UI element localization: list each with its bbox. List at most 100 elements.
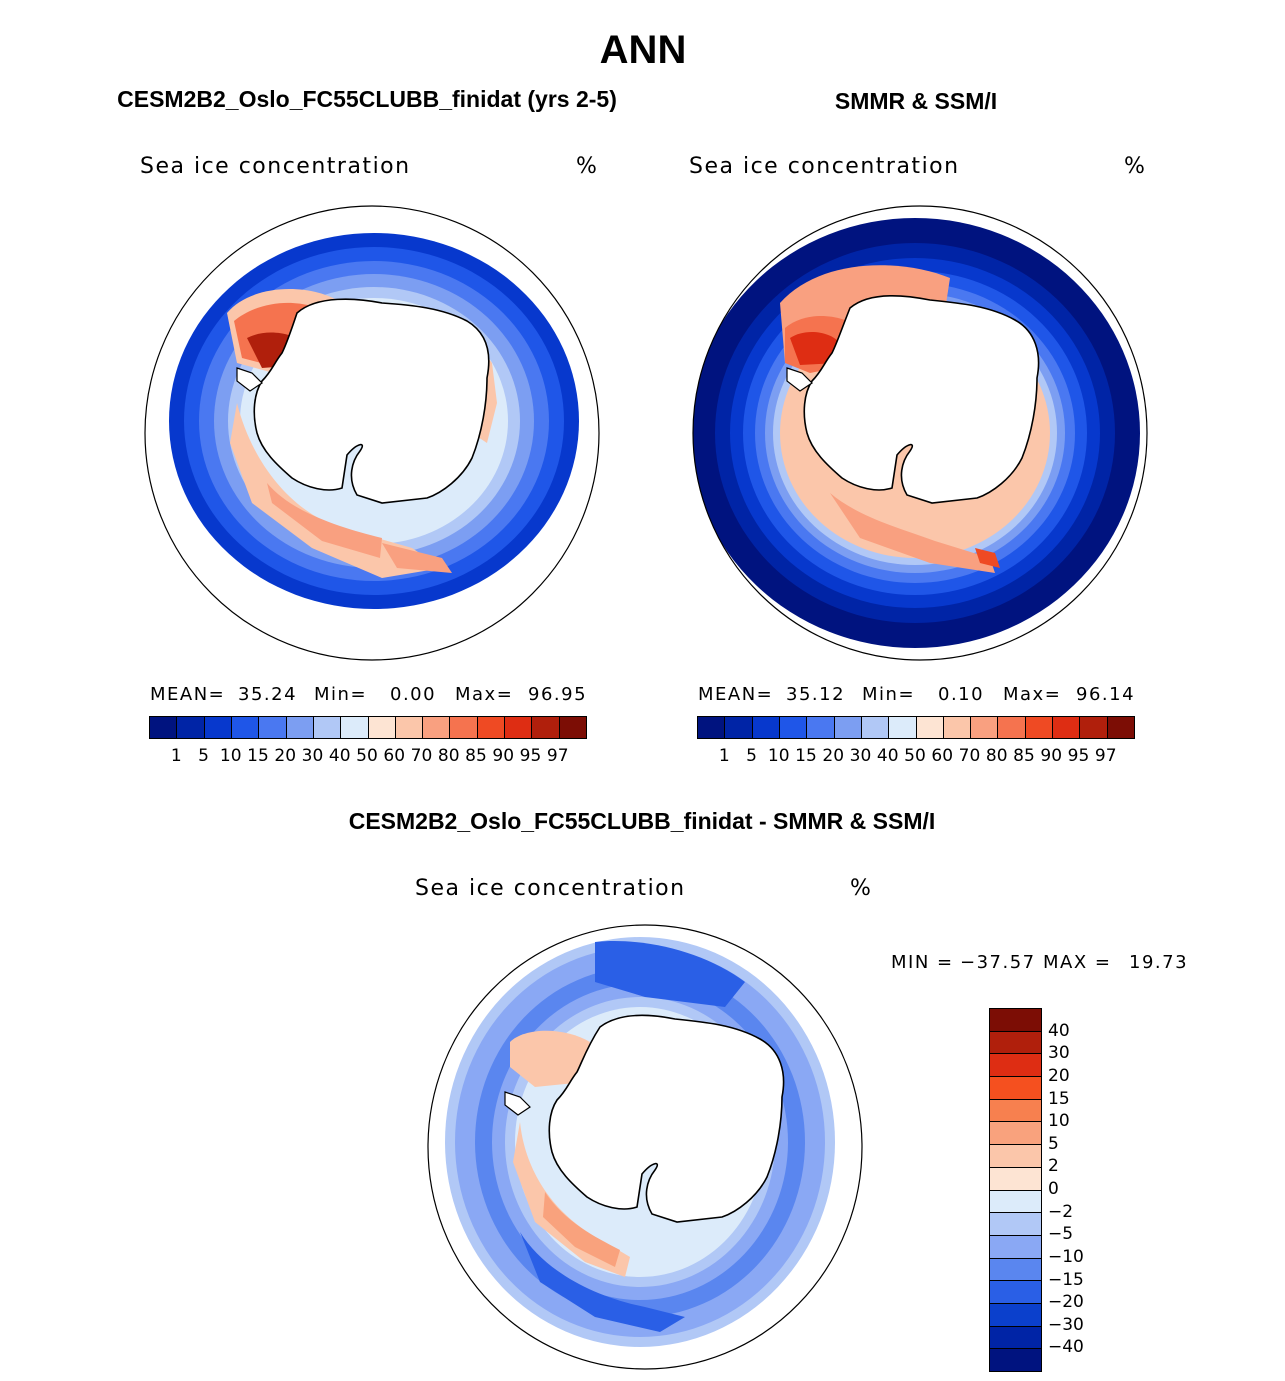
left-colorbar-tick-label: 80 xyxy=(437,746,460,766)
left-map-border xyxy=(144,205,600,661)
bottom-colorbar-tick-label: 0 xyxy=(1048,1179,1059,1199)
right-map xyxy=(692,205,1148,661)
left-peninsula xyxy=(236,367,263,392)
left-max-value: 96.95 xyxy=(528,684,588,705)
bottom-min-label: MIN = xyxy=(891,952,954,973)
right-map-border xyxy=(692,205,1148,661)
panel-bottom-title: CESM2B2_Oslo_FC55CLUBB_finidat - SMMR & … xyxy=(348,808,936,834)
right-colorbar-cell xyxy=(1107,717,1134,738)
right-colorbar xyxy=(697,716,1135,739)
panel-left-title: CESM2B2_Oslo_FC55CLUBB_finidat (yrs 2-5) xyxy=(117,86,617,112)
bottom-colorbar-cell xyxy=(990,1145,1041,1168)
left-colorbar-tick-label: 1 xyxy=(170,746,182,766)
bottom-colorbar-cell xyxy=(990,1281,1041,1304)
left-colorbar-cell xyxy=(231,717,260,738)
right-colorbar-cell xyxy=(834,717,862,738)
left-colorbar-cell xyxy=(423,717,451,738)
bottom-colorbar-tick-label: −2 xyxy=(1048,1201,1074,1222)
right-colorbar-cell xyxy=(1025,717,1054,738)
right-colorbar-cell xyxy=(998,717,1026,738)
left-units-label: % xyxy=(576,154,599,179)
left-colorbar-cell xyxy=(259,717,287,738)
bottom-colorbar-cell xyxy=(990,1009,1041,1032)
bottom-diff-north-negative xyxy=(595,941,745,1007)
right-min-value: 0.10 xyxy=(938,684,985,705)
left-map xyxy=(144,205,600,661)
left-min-value: 0.00 xyxy=(390,684,437,705)
left-mean-label: MEAN= xyxy=(150,684,226,705)
right-colorbar-tick-label: 97 xyxy=(1094,746,1117,766)
right-colorbar-tick-label: 80 xyxy=(985,746,1008,766)
left-colorbar xyxy=(149,716,587,739)
bottom-colorbar-tick-label: −5 xyxy=(1048,1224,1074,1245)
bottom-units-label: % xyxy=(850,876,873,901)
bottom-diff-ross-positive-core xyxy=(543,1192,620,1267)
right-colorbar-cell xyxy=(779,717,808,738)
bottom-colorbar-cell xyxy=(990,1122,1041,1146)
right-colorbar-tick-label: 15 xyxy=(795,746,817,766)
left-colorbar-tick-label: 5 xyxy=(198,746,209,766)
panel-right-title: SMMR & SSM/I xyxy=(834,88,998,114)
right-ross xyxy=(830,493,995,573)
left-colorbar-cell xyxy=(368,717,396,738)
right-colorbar-cell xyxy=(916,717,944,738)
bottom-colorbar-cell xyxy=(990,1349,1041,1371)
left-mean-value: 35.24 xyxy=(238,684,298,705)
bottom-colorbar-tick-label: −30 xyxy=(1048,1314,1084,1335)
bottom-colorbar-tick-label: −20 xyxy=(1048,1292,1084,1313)
right-colorbar-cell xyxy=(807,717,835,738)
right-amundsen xyxy=(975,548,1000,568)
left-colorbar-tick-label: 60 xyxy=(383,746,406,766)
bottom-max-label: MAX = xyxy=(1043,952,1112,973)
left-colorbar-cell xyxy=(204,717,232,738)
left-colorbar-cell xyxy=(177,717,205,738)
bottom-colorbar-cell xyxy=(990,1190,1041,1214)
bottom-colorbar-cell xyxy=(990,1077,1041,1100)
right-colorbar-tick-label: 10 xyxy=(767,746,790,766)
left-max-label: Max= xyxy=(455,684,514,705)
left-colorbar-tick-label: 40 xyxy=(328,746,351,766)
right-max-value: 96.14 xyxy=(1076,684,1136,705)
bottom-colorbar-tick-label: −15 xyxy=(1048,1269,1084,1290)
left-colorbar-cell xyxy=(150,717,178,738)
right-colorbar-cell xyxy=(752,717,780,738)
right-mean-label: MEAN= xyxy=(698,684,774,705)
right-colorbar-tick-label: 95 xyxy=(1067,746,1090,766)
right-colorbar-tick-label: 85 xyxy=(1013,746,1035,766)
right-colorbar-tick-label: 40 xyxy=(876,746,899,766)
right-colorbar-cell xyxy=(889,717,917,738)
left-min-label: Min= xyxy=(314,684,368,705)
right-colorbar-tick-label: 5 xyxy=(746,746,757,766)
left-colorbar-cell xyxy=(505,717,533,738)
left-colorbar-cell xyxy=(286,717,314,738)
bottom-variable-label: Sea ice concentration xyxy=(415,876,686,901)
bottom-colorbar xyxy=(989,1008,1042,1372)
right-colorbar-tick-label: 50 xyxy=(904,746,926,766)
right-colorbar-cell xyxy=(971,717,999,738)
bottom-colorbar-tick-label: 15 xyxy=(1048,1088,1070,1109)
left-colorbar-cell xyxy=(477,717,506,738)
main-title: ANN xyxy=(599,28,687,72)
right-colorbar-tick-label: 30 xyxy=(849,746,872,766)
right-variable-label: Sea ice concentration xyxy=(689,154,960,179)
bottom-colorbar-cell xyxy=(990,1099,1041,1123)
right-colorbar-tick-label: 60 xyxy=(931,746,954,766)
right-colorbar-cell xyxy=(1053,717,1081,738)
left-amundsen xyxy=(382,543,452,573)
bottom-colorbar-cell xyxy=(990,1213,1041,1236)
right-units-label: % xyxy=(1124,154,1147,179)
left-colorbar-tick-label: 30 xyxy=(301,746,324,766)
bottom-colorbar-tick-label: 10 xyxy=(1048,1111,1070,1132)
left-ross-mid xyxy=(267,483,382,558)
right-colorbar-tick-label: 90 xyxy=(1040,746,1063,766)
bottom-diff-ross-positive xyxy=(513,1122,630,1277)
right-colorbar-tick-label: 20 xyxy=(822,746,845,766)
right-colorbar-cell xyxy=(698,717,726,738)
bottom-colorbar-cell xyxy=(990,1235,1041,1259)
right-mean-value: 35.12 xyxy=(786,684,846,705)
bottom-map-border xyxy=(427,924,863,1370)
bottom-colorbar-tick-label: −10 xyxy=(1048,1246,1084,1267)
bottom-max-value: 19.73 xyxy=(1129,952,1189,973)
left-colorbar-tick-label: 20 xyxy=(274,746,297,766)
bottom-colorbar-tick-label: 5 xyxy=(1048,1133,1059,1154)
